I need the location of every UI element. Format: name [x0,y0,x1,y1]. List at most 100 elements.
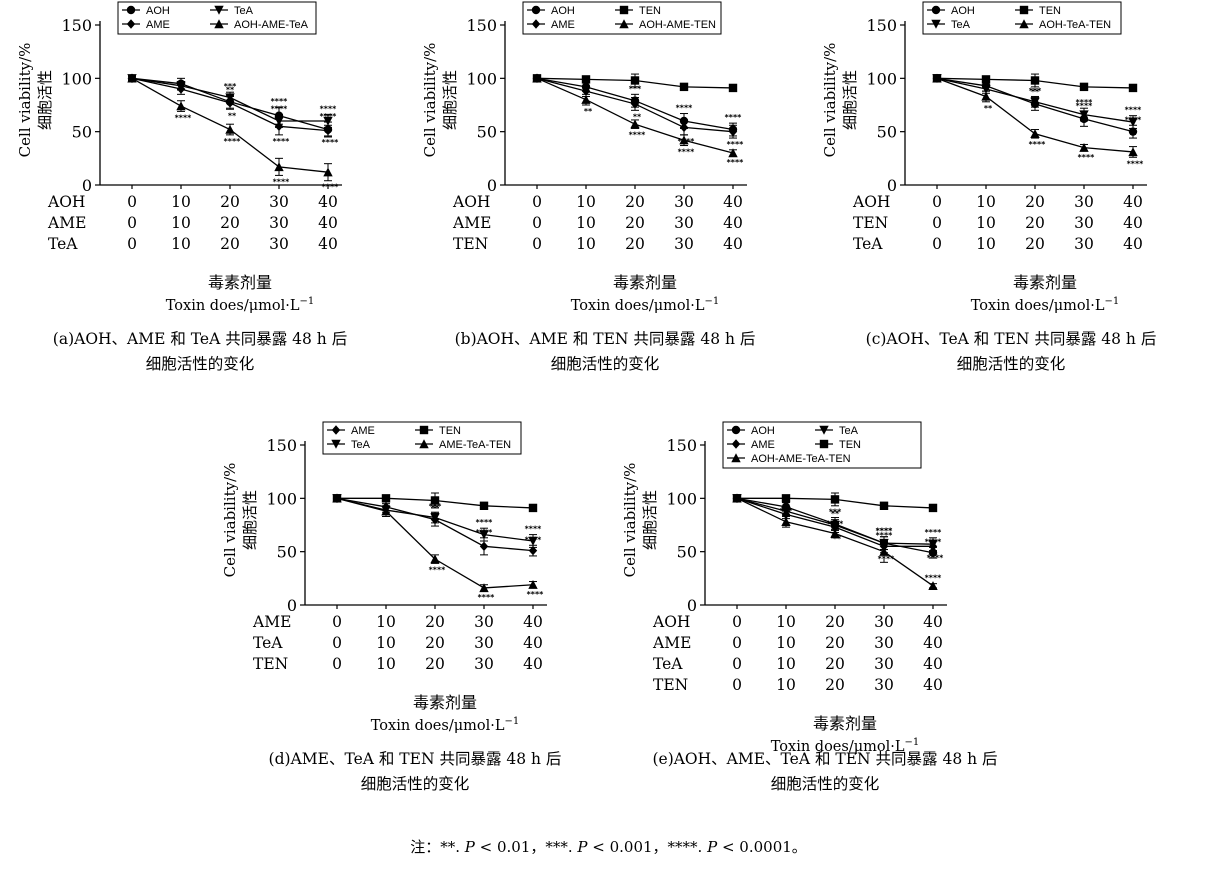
data-point [479,541,489,552]
significance-label: *** [224,82,237,91]
legend-label: AOH [551,5,575,17]
y-axis-title-en: Cell viability/% [221,463,239,578]
dose-value: 30 [474,613,494,631]
x-axis-title-main: Toxin does/μmol·L [371,718,505,734]
dose-value: 10 [776,613,796,631]
data-point [532,73,542,83]
note-p-symbol: P [464,838,475,856]
dose-value: 30 [474,634,494,652]
dose-value: 10 [576,193,596,211]
dose-row-name: TeA [253,634,283,652]
x-axis-title-en: Toxin does/μmol·L−1 [971,296,1120,314]
y-axis-title-en: Cell viability/% [421,43,439,158]
dose-value: 40 [318,193,338,211]
significance-label: ** [584,107,593,116]
dose-value: 30 [874,613,894,631]
dose-value: 20 [825,634,845,652]
legend-label: AOH-AME-TEN [639,19,716,31]
dose-value: 0 [732,613,742,631]
significance-label: **** [678,148,696,157]
significance-label: ** [1031,88,1040,97]
data-point [581,75,591,84]
legend-marker [531,19,541,29]
x-axis-title-exponent: −1 [1105,296,1120,307]
data-point [781,517,791,526]
dose-value: 20 [425,655,445,673]
legend-label: TeA [839,425,859,437]
y-tick-label: 150 [866,16,897,35]
legend-marker [331,439,341,449]
significance-label: **** [1029,140,1047,149]
y-axis-title-cn: 细胞活性 [641,490,659,550]
caption-c-line1: (c)AOH、TeA 和 TEN 共同暴露 48 h 后 [865,330,1157,348]
legend-marker [331,425,341,435]
data-point [479,583,489,593]
note-p-symbol: P [577,838,588,856]
dose-value: 20 [625,193,645,211]
legend-marker [531,5,541,15]
dose-row-name: TeA [853,235,883,253]
dose-value: 20 [625,214,645,232]
dose-value: 20 [1025,235,1045,253]
legend-label: AOH [146,5,170,17]
dose-value: 30 [474,655,494,673]
y-tick-label: 100 [61,69,92,88]
legend-label: AOH [751,425,775,437]
significance-label: ** [833,534,842,543]
caption-e: (e)AOH、AME、TeA 和 TEN 共同暴露 48 h 后 细胞活性的变化 [595,747,1055,797]
x-axis-title-main: Toxin does/μmol·L [971,298,1105,314]
data-point [728,126,738,137]
y-tick-label: 50 [277,543,297,562]
y-axis-title-cn: 细胞活性 [841,70,859,130]
legend-marker [419,425,429,435]
dose-value: 10 [776,634,796,652]
dose-row-name: TEN [453,235,488,253]
dose-value: 0 [332,634,342,652]
dose-value: 40 [1123,235,1143,253]
dose-value: 30 [874,634,894,652]
caption-a: (a)AOH、AME 和 TeA 共同暴露 48 h 后 细胞活性的变化 [0,327,400,377]
dose-value: 0 [732,676,742,694]
caption-b: (b)AOH、AME 和 TEN 共同暴露 48 h 后 细胞活性的变化 [405,327,805,377]
legend: AOH TEN AME AOH-AME-TEN [522,1,722,35]
chart-c: 细胞活性 Cell viability/% 0 50 100 150 AOH 0 10 20 30 4… [805,0,1205,314]
y-tick-label: 150 [466,16,497,35]
data-point [274,116,284,126]
data-point [528,503,538,513]
series-AOH-AME-TEN: ************** [532,73,744,167]
dose-value: 10 [776,676,796,694]
dose-value: 10 [576,235,596,253]
legend-label: TeA [951,19,971,31]
legend-label: AOH-AME-TeA [234,19,309,31]
dose-value: 0 [127,214,137,232]
dose-value: 30 [269,193,289,211]
dose-value: 30 [674,235,694,253]
legend: AOH TeA AME AOH-AME-TeA [117,1,317,35]
dose-value: 40 [523,634,543,652]
data-point [928,503,938,513]
data-point [381,494,391,503]
dose-value: 30 [874,655,894,673]
dose-value: 20 [220,193,240,211]
x-axis-title-main: Toxin does/μmol·L [166,298,300,314]
y-tick-label: 0 [487,176,497,195]
dose-row-name: AOH [852,193,890,211]
series-AOH-AME-TeA-TEN: *************** [732,493,942,590]
legend-label: AOH [951,5,975,17]
caption-c-line2: 细胞活性的变化 [956,355,1066,373]
caption-b-line2: 细胞活性的变化 [550,355,660,373]
data-point [528,580,538,589]
dose-value: 40 [923,634,943,652]
dose-row-name: TeA [653,655,683,673]
data-point [479,530,489,540]
caption-e-line2: 细胞活性的变化 [770,775,880,793]
legend-label: AME [146,19,170,31]
dose-value: 10 [976,214,996,232]
significance-label: **** [876,531,894,540]
y-tick-label: 0 [82,176,92,195]
dose-value: 30 [269,235,289,253]
note-part: < 0.001，****. [587,838,708,856]
series-AME: ********** [732,493,944,564]
